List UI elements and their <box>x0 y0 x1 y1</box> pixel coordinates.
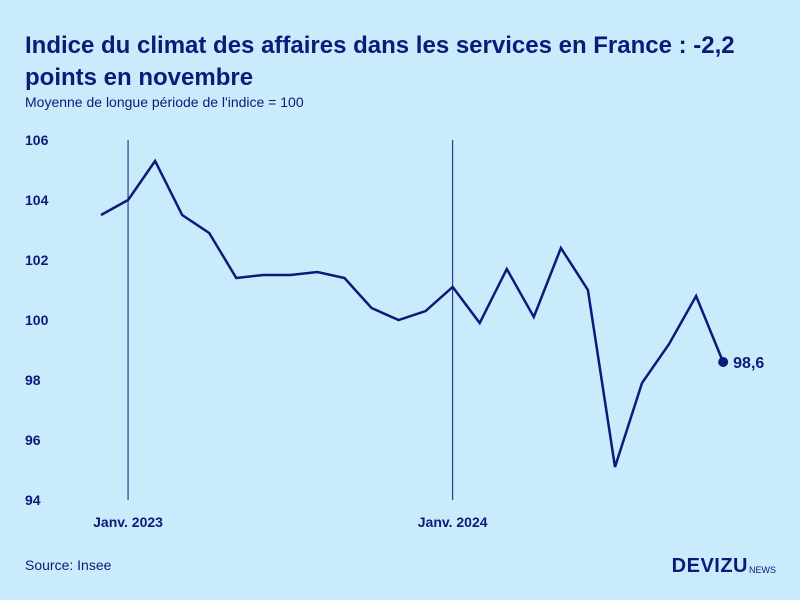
brand-logo-main: DEVIZU <box>671 555 748 577</box>
y-tick-label: 100 <box>25 312 49 328</box>
last-value-marker <box>718 357 729 367</box>
y-tick-label: 98 <box>25 372 41 388</box>
chart-subtitle: Moyenne de longue période de l'indice = … <box>25 94 304 110</box>
brand-logo-sub: NEWS <box>749 565 776 575</box>
y-tick-label: 94 <box>25 492 41 508</box>
series-line <box>100 158 725 468</box>
y-tick-label: 102 <box>25 252 49 268</box>
source-note: Source: Insee <box>25 557 112 573</box>
last-value-label: 98,6 <box>733 355 764 372</box>
chart-title: Indice du climat des affaires dans les s… <box>25 32 735 91</box>
x-tick-label: Janv. 2024 <box>418 514 488 530</box>
y-tick-label: 104 <box>25 192 49 208</box>
brand-logo: DEVIZU NEWS <box>672 556 776 576</box>
y-tick-label: 106 <box>25 132 49 148</box>
y-tick-label: 96 <box>25 432 41 448</box>
x-tick-label: Janv. 2023 <box>93 514 163 530</box>
